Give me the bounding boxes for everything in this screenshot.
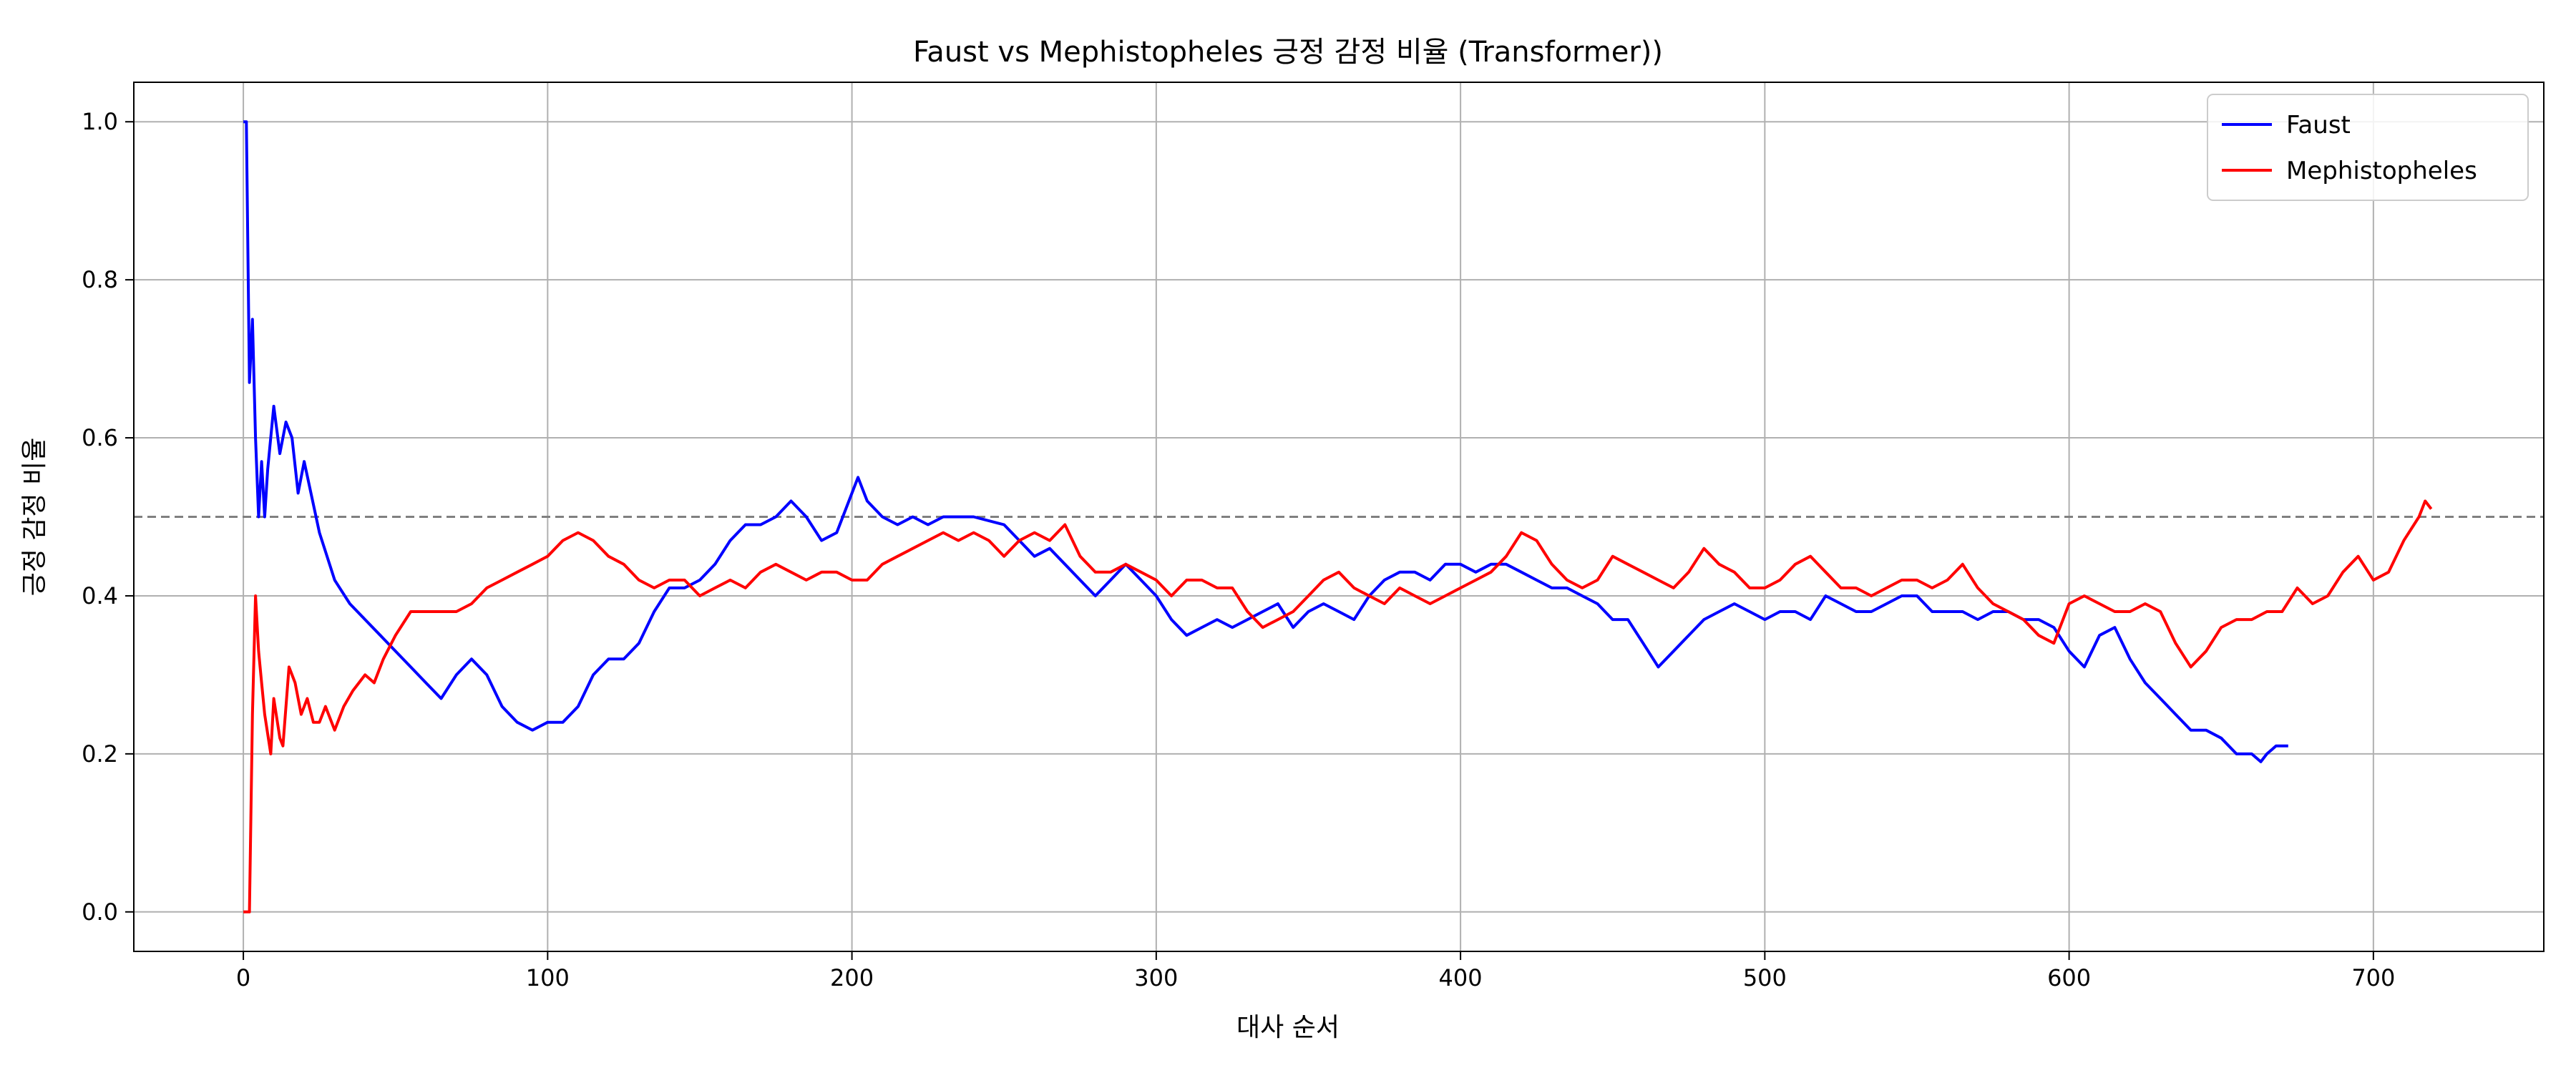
y-tick-label: 0.8 <box>82 266 118 293</box>
y-axis-label: 긍정 감정 비율 <box>20 438 49 597</box>
legend-box <box>2207 94 2529 201</box>
y-tick-label: 0.6 <box>82 424 118 451</box>
x-tick-label: 200 <box>830 964 874 991</box>
x-tick-label: 0 <box>236 964 250 991</box>
y-tick-label: 0.2 <box>82 740 118 768</box>
x-tick-label: 700 <box>2351 964 2395 991</box>
series-line-faust <box>243 120 2288 763</box>
x-tick-label: 400 <box>1439 964 1483 991</box>
grid-layer <box>134 82 2544 951</box>
series-line-mephistopheles <box>243 499 2433 913</box>
y-tick-label: 0.4 <box>82 582 118 609</box>
y-tick-label: 1.0 <box>82 108 118 135</box>
x-tick-label: 600 <box>2047 964 2091 991</box>
y-tick-label: 0.0 <box>82 898 118 926</box>
ticks-layer: 0 100 200 300 400 500 600 700 0.0 0.2 0.4 0.6 0.8 1.0 <box>82 108 2395 991</box>
legend: Faust Mephistopheles <box>2207 94 2529 201</box>
x-axis-label: 대사 순서 <box>1236 1013 1340 1042</box>
legend-label-mephistopheles: Mephistopheles <box>2286 157 2477 185</box>
chart-title: Faust vs Mephistopheles 긍정 감정 비율 (Transf… <box>913 36 1663 69</box>
plot-frame <box>133 82 2545 952</box>
x-tick-label: 300 <box>1134 964 1178 991</box>
x-tick-label: 500 <box>1743 964 1787 991</box>
legend-label-faust: Faust <box>2286 111 2351 139</box>
x-tick-label: 100 <box>526 964 570 991</box>
series-layer <box>243 120 2433 913</box>
